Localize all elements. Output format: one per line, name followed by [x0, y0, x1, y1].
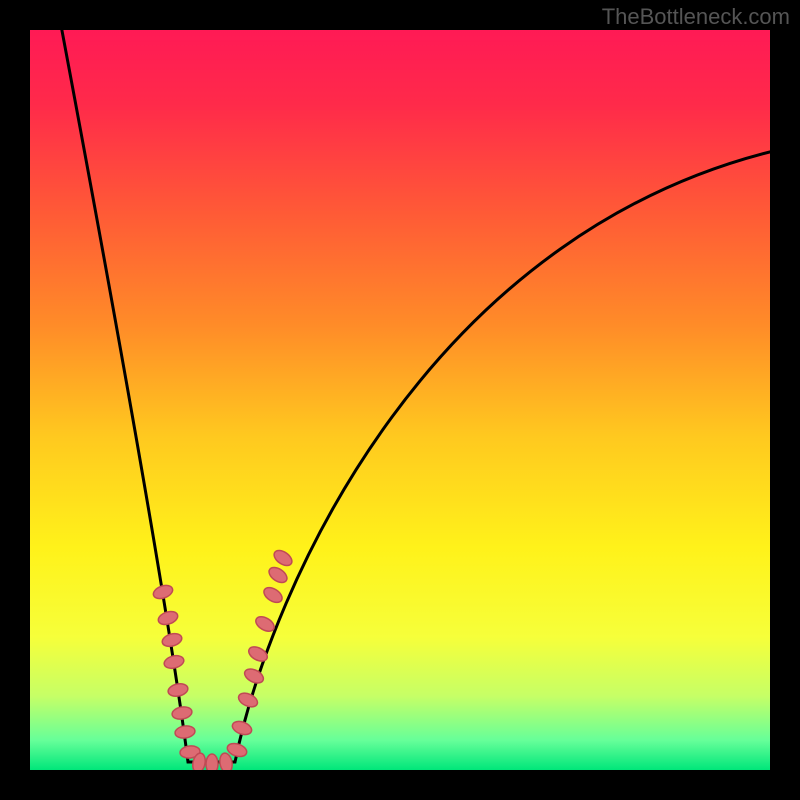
- plot-area: [30, 30, 770, 770]
- chart-root: TheBottleneck.com: [0, 0, 800, 800]
- border-left: [0, 0, 30, 800]
- border-right: [770, 0, 800, 800]
- border-bottom: [0, 770, 800, 800]
- watermark-text: TheBottleneck.com: [602, 4, 790, 30]
- chart-svg: [0, 0, 800, 800]
